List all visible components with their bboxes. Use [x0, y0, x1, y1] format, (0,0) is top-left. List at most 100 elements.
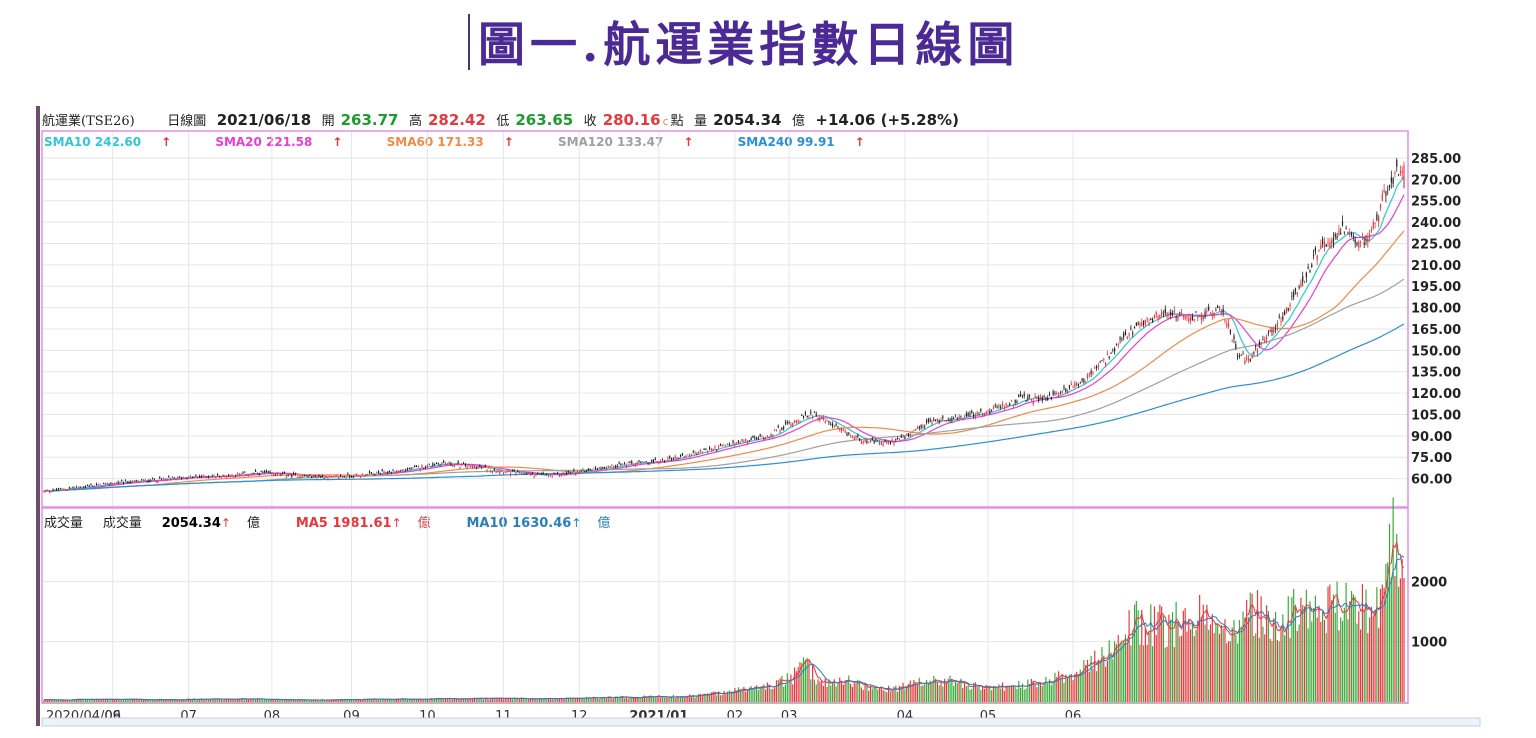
volume-bar	[954, 682, 957, 702]
volume-bar	[132, 698, 134, 702]
candle-body	[1349, 232, 1351, 236]
candle-body	[137, 480, 139, 482]
volume-bar	[396, 698, 398, 702]
volume-bar	[1197, 620, 1199, 702]
volume-bar	[397, 698, 400, 702]
candle-body	[732, 440, 734, 443]
candle-body	[144, 479, 146, 481]
volume-bar	[1124, 634, 1127, 702]
volume-bar	[235, 698, 237, 702]
candle-body	[347, 473, 349, 475]
candle-body	[566, 472, 568, 474]
candle-body	[1260, 341, 1262, 346]
volume-bar	[267, 699, 269, 702]
candle-body	[596, 468, 598, 470]
volume-bar	[748, 687, 750, 702]
volume-bar	[1354, 596, 1356, 702]
volume-bar	[52, 699, 54, 702]
candle-body	[1162, 314, 1165, 316]
volume-bar	[280, 699, 282, 702]
candle-body	[755, 437, 758, 439]
volume-bar	[960, 678, 962, 702]
candle-body	[1025, 400, 1027, 401]
volume-bar	[1329, 584, 1331, 702]
candle-body	[526, 474, 528, 475]
candle-body	[898, 438, 901, 440]
volume-bar	[1227, 641, 1230, 702]
candle-body	[1367, 238, 1369, 243]
volume-bar	[231, 698, 233, 702]
candle-body	[1038, 397, 1040, 401]
volume-bar	[495, 698, 497, 702]
bottom-scrollbar[interactable]	[41, 717, 1481, 727]
volume-bar	[935, 678, 937, 702]
candle-body	[1383, 190, 1385, 193]
candle-body	[262, 471, 264, 473]
volume-bar	[725, 694, 727, 702]
candle-body	[475, 468, 477, 470]
candle-body	[886, 441, 888, 444]
volume-bar	[1144, 628, 1146, 702]
candle-body	[309, 474, 311, 476]
volume-bar	[775, 680, 778, 702]
volume-bar	[741, 690, 743, 702]
candle-body	[508, 470, 510, 472]
volume-bar	[1123, 640, 1125, 702]
candle-body	[289, 473, 291, 475]
volume-bar	[97, 699, 99, 702]
volume-bar	[79, 700, 81, 702]
volume-bar	[750, 686, 752, 702]
volume-bar	[802, 657, 805, 702]
volume-bar	[598, 698, 600, 702]
candle-body	[264, 470, 266, 473]
candle-body	[992, 407, 995, 410]
candle-body	[1119, 337, 1121, 340]
volume-bar	[772, 688, 774, 702]
volume-bar	[269, 699, 271, 702]
volume-bar	[104, 699, 107, 702]
candle-body	[1146, 318, 1148, 320]
candle-body	[582, 469, 584, 471]
candle-body	[546, 474, 548, 476]
candle-body	[200, 475, 202, 477]
candle-body	[806, 415, 808, 417]
candle-body	[204, 476, 206, 478]
candle-body	[1269, 329, 1271, 333]
candle-body	[423, 468, 425, 469]
candle-body	[748, 440, 750, 442]
candle-body	[945, 420, 948, 422]
candle-body	[649, 462, 651, 465]
candle-body	[584, 471, 586, 473]
volume-bar	[1361, 584, 1363, 702]
volume-bar	[1085, 665, 1087, 702]
volume-bar	[468, 698, 470, 702]
candle-body	[1387, 189, 1389, 191]
candle-body	[481, 466, 483, 468]
volume-bar	[754, 686, 756, 702]
volume-bar	[1157, 611, 1159, 702]
volume-bar	[287, 699, 289, 702]
volume-bar	[220, 698, 222, 702]
volume-bar	[464, 698, 466, 702]
volume-bar	[330, 699, 333, 702]
volume-bar	[1300, 597, 1302, 702]
candle-body	[1352, 235, 1354, 237]
volume-label: 量	[694, 114, 708, 129]
volume-bar	[1193, 636, 1195, 702]
volume-bar	[119, 699, 121, 702]
volume-bar	[840, 680, 843, 702]
candle-body	[311, 476, 313, 478]
volume-bar	[813, 679, 816, 702]
candle-body	[1231, 340, 1233, 342]
candle-body	[1076, 383, 1078, 386]
volume-bar	[1108, 640, 1110, 702]
candle-body	[698, 452, 700, 453]
candle-body	[661, 458, 664, 460]
volume-bar	[1135, 600, 1137, 702]
candle-body	[193, 476, 195, 478]
volume-bar	[1347, 619, 1349, 702]
candle-body	[830, 424, 832, 426]
volume-bar	[1190, 629, 1192, 702]
volume-bar	[969, 689, 971, 702]
candle-body	[396, 470, 398, 473]
